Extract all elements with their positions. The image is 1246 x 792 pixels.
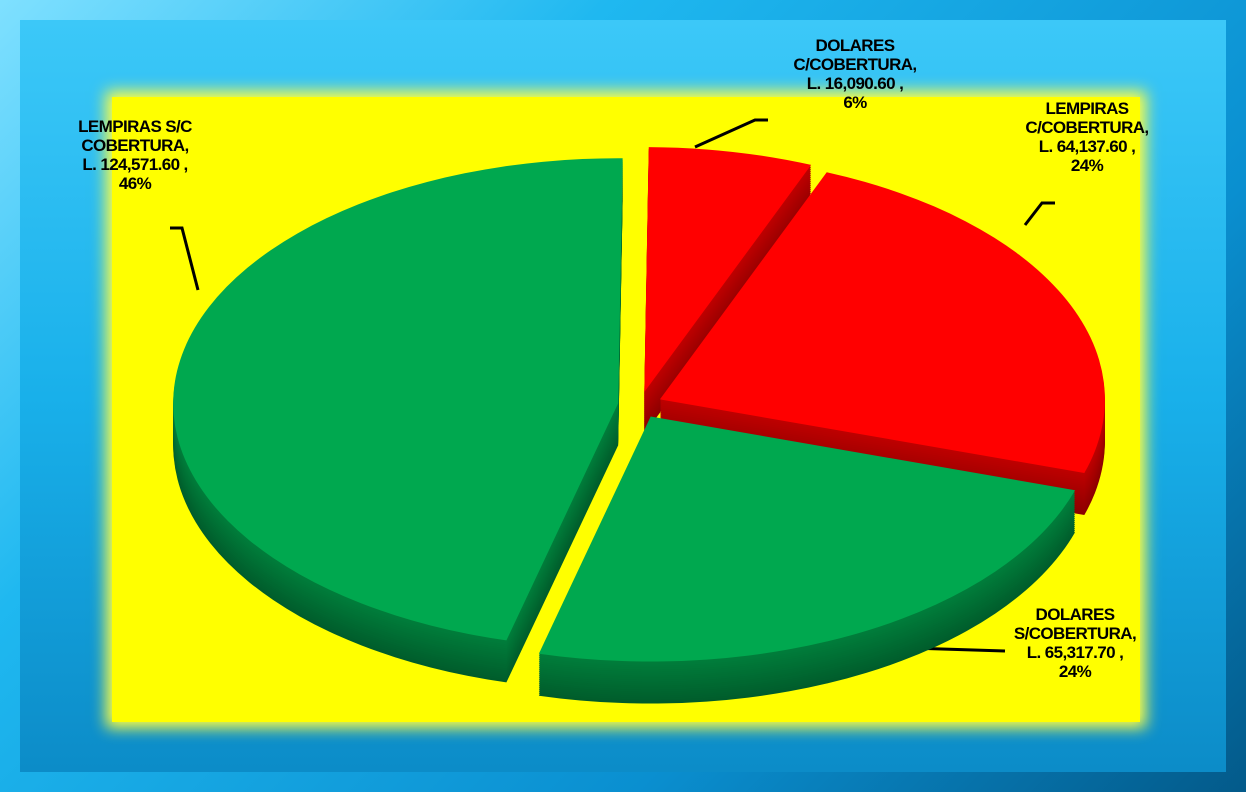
label-category: LEMPIRAS C/COBERTURA, xyxy=(1025,99,1149,137)
pie-slice xyxy=(659,172,1105,474)
leader-line xyxy=(170,226,200,291)
label-value: L. 65,317.70 , 24% xyxy=(1026,643,1124,681)
pie-slice xyxy=(538,416,1076,662)
label-category: LEMPIRAS S/C COBERTURA, xyxy=(78,117,192,155)
data-label: LEMPIRAS C/COBERTURA, L. 64,137.60 , 24% xyxy=(1012,99,1162,175)
data-label: DOLARES S/COBERTURA, L. 65,317.70 , 24% xyxy=(1000,605,1150,681)
label-category: DOLARES C/COBERTURA, xyxy=(793,36,917,74)
label-value: L. 16,090.60 , 6% xyxy=(806,74,904,112)
data-label: LEMPIRAS S/C COBERTURA, L. 124,571.60 , 4… xyxy=(60,117,210,193)
pie-slice xyxy=(173,158,623,641)
leader-line xyxy=(694,118,768,149)
pie-slice xyxy=(644,147,812,393)
label-value: L. 64,137.60 , 24% xyxy=(1038,137,1136,175)
data-label: DOLARES C/COBERTURA, L. 16,090.60 , 6% xyxy=(780,36,930,112)
label-value: L. 124,571.60 , 46% xyxy=(82,155,188,193)
label-category: DOLARES S/COBERTURA, xyxy=(1013,605,1137,643)
leader-line xyxy=(1023,201,1055,226)
